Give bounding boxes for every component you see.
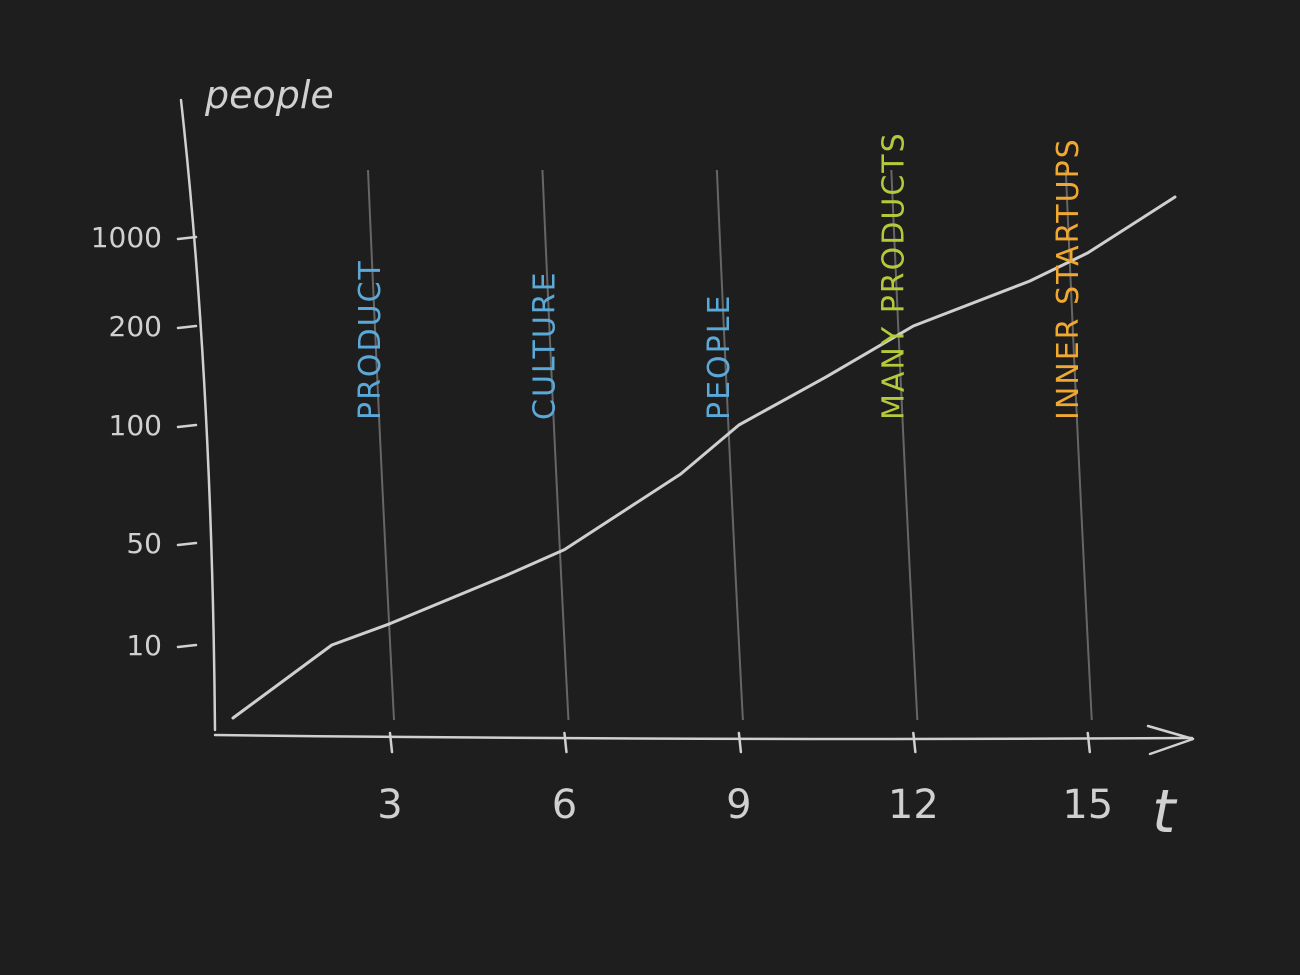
x-tick-mark bbox=[737, 731, 743, 754]
milestone-label: PRODUCT bbox=[353, 259, 388, 420]
milestone-line bbox=[715, 169, 744, 721]
milestone-label: MANY PRODUCTS bbox=[876, 131, 911, 420]
y-tick-label: 100 bbox=[109, 409, 162, 442]
x-axis bbox=[213, 733, 1194, 741]
y-tick-mark bbox=[176, 643, 198, 649]
x-tick-label: 9 bbox=[726, 782, 751, 828]
x-ticks: 3 6 9 12 15 bbox=[377, 731, 1113, 828]
y-tick-mark bbox=[176, 541, 198, 547]
x-axis-arrowhead bbox=[1146, 724, 1195, 756]
milestone-line bbox=[890, 169, 919, 721]
y-axis-title: people bbox=[204, 73, 334, 117]
x-tick-label: 3 bbox=[377, 782, 402, 828]
growth-line bbox=[231, 195, 1177, 720]
milestone-labels: PRODUCT CULTURE PEOPLE MANY PRODUCTS INNER S… bbox=[353, 131, 1086, 420]
y-axis bbox=[179, 98, 217, 732]
milestone-line bbox=[367, 169, 395, 721]
series-layer bbox=[231, 195, 1177, 720]
milestone-line bbox=[541, 169, 570, 721]
y-tick-label: 200 bbox=[109, 310, 162, 343]
milestone-label: CULTURE bbox=[527, 270, 562, 420]
y-tick-label: 50 bbox=[126, 527, 162, 560]
y-tick-label: 1000 bbox=[91, 221, 162, 254]
x-tick-mark bbox=[388, 731, 394, 754]
y-tick-mark bbox=[176, 235, 198, 241]
x-tick-mark bbox=[1086, 731, 1092, 754]
milestone-label: PEOPLE bbox=[702, 294, 737, 420]
x-tick-label: 6 bbox=[552, 782, 577, 828]
x-tick-mark bbox=[563, 731, 568, 754]
milestone-lines bbox=[367, 169, 1093, 721]
x-tick-mark bbox=[912, 731, 917, 754]
y-ticks: 10 50 100 200 1000 bbox=[91, 221, 198, 662]
chart-axes: people t bbox=[179, 73, 1195, 847]
x-tick-label: 15 bbox=[1062, 782, 1113, 828]
milestone-label: INNER STARTUPS bbox=[1051, 137, 1086, 420]
x-axis-title: t bbox=[1152, 777, 1178, 847]
milestone-line bbox=[1064, 169, 1093, 721]
x-tick-label: 12 bbox=[888, 782, 939, 828]
y-tick-label: 10 bbox=[126, 629, 162, 662]
y-tick-mark bbox=[176, 423, 198, 429]
y-tick-mark bbox=[176, 324, 198, 330]
